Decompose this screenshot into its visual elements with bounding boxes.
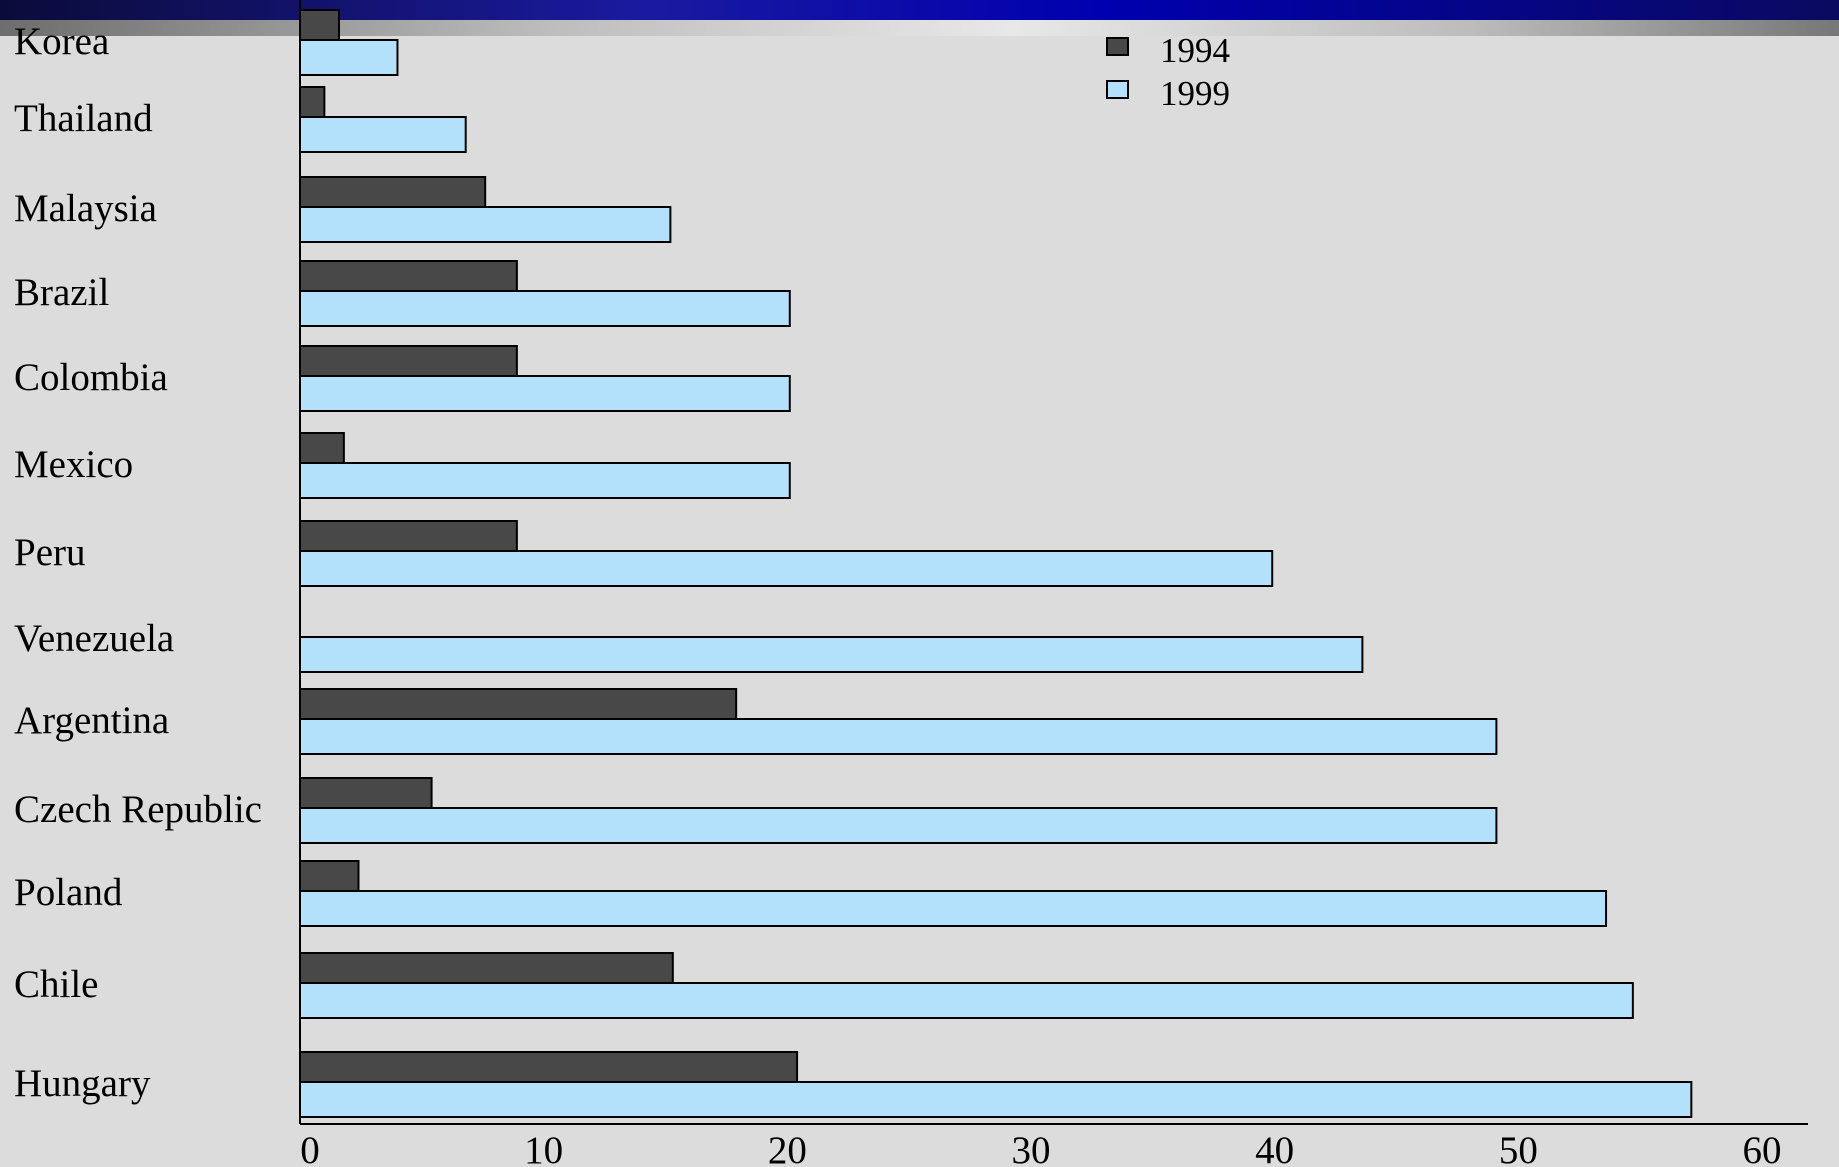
category-label-venezuela: Venezuela xyxy=(14,617,174,660)
legend-label-1999: 1999 xyxy=(1160,74,1230,113)
category-label-poland: Poland xyxy=(14,871,123,914)
bar-1994-mexico xyxy=(299,432,345,464)
bar-1994-peru xyxy=(299,520,518,552)
legend-swatch-1994 xyxy=(1106,37,1129,56)
category-label-thailand: Thailand xyxy=(14,97,153,140)
x-tick-label-10: 10 xyxy=(524,1129,563,1167)
category-label-malaysia: Malaysia xyxy=(14,187,157,230)
legend-label-1994: 1994 xyxy=(1160,31,1230,70)
category-label-brazil: Brazil xyxy=(14,271,109,314)
category-label-korea: Korea xyxy=(14,20,109,63)
bar-1999-mexico xyxy=(299,462,791,499)
bar-1999-malaysia xyxy=(299,206,672,243)
title-bar-stripe xyxy=(0,20,1839,36)
bar-1994-czech-republic xyxy=(299,777,433,809)
x-axis: 0 10 20 30 40 50 60 xyxy=(299,0,1808,1167)
bars-layer xyxy=(299,9,1693,1118)
category-label-chile: Chile xyxy=(14,963,99,1006)
category-label-mexico: Mexico xyxy=(14,443,133,486)
category-label-peru: Peru xyxy=(14,531,86,574)
bar-1999-brazil xyxy=(299,290,791,327)
bar-1999-argentina xyxy=(299,718,1498,755)
category-label-argentina: Argentina xyxy=(14,699,169,742)
legend-swatch-1999 xyxy=(1106,80,1129,99)
bar-1994-korea xyxy=(299,9,340,41)
category-label-hungary: Hungary xyxy=(14,1062,151,1105)
bar-1994-brazil xyxy=(299,260,518,292)
category-label-colombia: Colombia xyxy=(14,356,168,399)
bar-1999-thailand xyxy=(299,116,467,153)
x-tick-label-20: 20 xyxy=(768,1129,807,1167)
legend: 1994 1999 xyxy=(1106,31,1230,113)
bar-1994-poland xyxy=(299,860,360,892)
bar-1999-korea xyxy=(299,39,399,76)
x-tick-label-30: 30 xyxy=(1012,1129,1051,1167)
bar-1994-hungary xyxy=(299,1051,799,1083)
bar-1999-czech-republic xyxy=(299,807,1498,844)
bar-1994-thailand xyxy=(299,86,326,118)
bar-1999-venezuela xyxy=(299,636,1364,673)
bar-1999-hungary xyxy=(299,1081,1693,1118)
category-label-czech-republic: Czech Republic xyxy=(14,788,262,831)
bar-1999-poland xyxy=(299,890,1608,927)
x-tick-label-40: 40 xyxy=(1255,1129,1294,1167)
x-tick-label-0: 0 xyxy=(300,1129,320,1167)
category-labels: Korea Thailand Malaysia Brazil Colombia Mexic… xyxy=(14,20,262,1105)
bar-1999-chile xyxy=(299,982,1634,1019)
bar-1994-colombia xyxy=(299,345,518,377)
bar-1999-colombia xyxy=(299,375,791,412)
bar-1999-peru xyxy=(299,550,1274,587)
bar-1994-malaysia xyxy=(299,176,487,208)
bar-1994-chile xyxy=(299,952,674,984)
bar-1994-argentina xyxy=(299,688,738,720)
x-tick-label-60: 60 xyxy=(1743,1129,1782,1167)
x-tick-label-50: 50 xyxy=(1499,1129,1538,1167)
